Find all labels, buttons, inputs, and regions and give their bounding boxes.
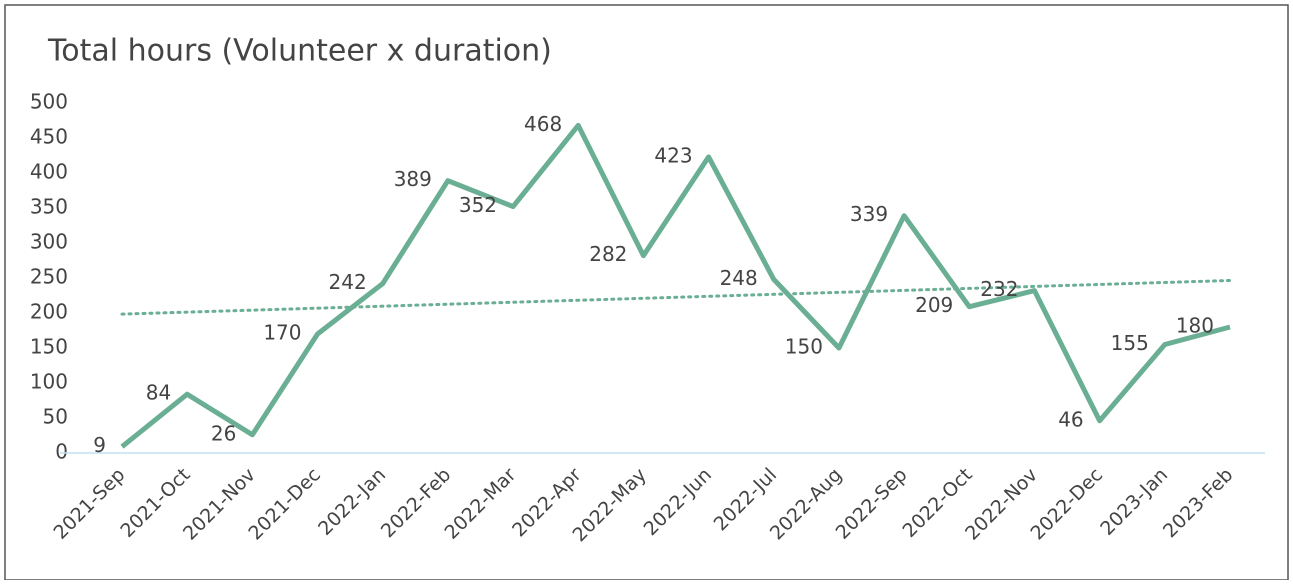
data-label: 352: [459, 193, 497, 217]
y-tick-label: 100: [30, 370, 68, 394]
data-label: 150: [785, 335, 823, 359]
chart-title: Total hours (Volunteer x duration): [47, 34, 552, 69]
y-tick-label: 250: [30, 265, 68, 289]
y-tick-label: 50: [43, 405, 68, 429]
data-label: 26: [211, 421, 236, 445]
y-tick-label: 350: [30, 195, 68, 219]
data-label: 170: [263, 321, 301, 345]
y-tick-label: 300: [30, 230, 68, 254]
data-label: 155: [1111, 331, 1149, 355]
data-label: 9: [93, 433, 106, 457]
data-label: 46: [1058, 407, 1083, 431]
data-line: [120, 122, 1231, 449]
y-tick-label: 150: [30, 335, 68, 359]
data-label: 248: [720, 266, 758, 290]
y-tick-label: 400: [30, 160, 68, 184]
data-label: 339: [850, 202, 888, 226]
data-label: 180: [1176, 314, 1214, 338]
trendline: [120, 278, 1232, 316]
y-tick-label: 450: [30, 125, 68, 149]
y-tick-label: 0: [55, 440, 68, 464]
data-label: 423: [654, 143, 692, 167]
data-label: 232: [980, 277, 1018, 301]
data-label: 84: [146, 381, 171, 405]
frame: [4, 4, 1289, 581]
data-label: 242: [329, 270, 367, 294]
data-label: 282: [589, 242, 627, 266]
y-tick-label: 200: [30, 300, 68, 324]
data-label: 468: [524, 112, 562, 136]
data-label: 389: [394, 167, 432, 191]
y-tick-label: 500: [30, 90, 68, 114]
data-label: 209: [915, 293, 953, 317]
